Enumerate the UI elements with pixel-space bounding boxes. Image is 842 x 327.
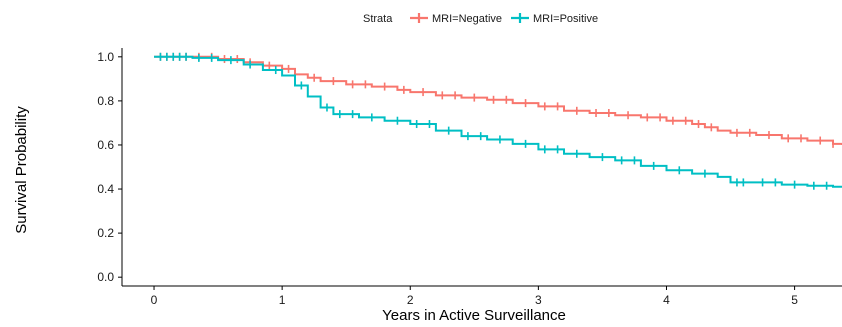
y-tick-label: 0.0 (97, 270, 114, 284)
x-tick-label: 1 (279, 293, 286, 307)
x-axis-title: Years in Active Surveillance (382, 307, 566, 324)
y-tick-label: 1.0 (97, 50, 114, 64)
series-mri-positive (154, 52, 842, 190)
legend-item-mri-positive: MRI=Positive (511, 13, 598, 25)
series-mri-negative (154, 52, 842, 148)
legend-title: Strata (363, 13, 393, 25)
y-tick-label: 0.4 (97, 182, 114, 196)
x-tick-label: 4 (663, 293, 670, 307)
y-axis-title: Survival Probability (13, 106, 30, 234)
x-tick-label: 0 (151, 293, 158, 307)
series-line-mri-negative (154, 55, 842, 145)
legend: Strata MRI=Negative MRI=Positive (363, 13, 598, 25)
x-tick-label: 3 (535, 293, 542, 307)
plot-series (154, 52, 842, 190)
legend-item-mri-negative: MRI=Negative (410, 13, 502, 25)
legend-label-mri-positive: MRI=Positive (533, 13, 598, 25)
x-tick-label: 2 (407, 293, 414, 307)
axes: 0.0 0.2 0.4 0.6 0.8 1.0 0 1 2 3 4 5 (97, 48, 842, 307)
y-ticks: 0.0 0.2 0.4 0.6 0.8 1.0 (97, 50, 122, 284)
y-tick-label: 0.2 (97, 226, 114, 240)
legend-label-mri-negative: MRI=Negative (432, 13, 502, 25)
y-tick-label: 0.8 (97, 94, 114, 108)
series-line-mri-positive (154, 55, 842, 188)
x-ticks: 0 1 2 3 4 5 (151, 286, 798, 307)
y-tick-label: 0.6 (97, 138, 114, 152)
x-tick-label: 5 (791, 293, 798, 307)
